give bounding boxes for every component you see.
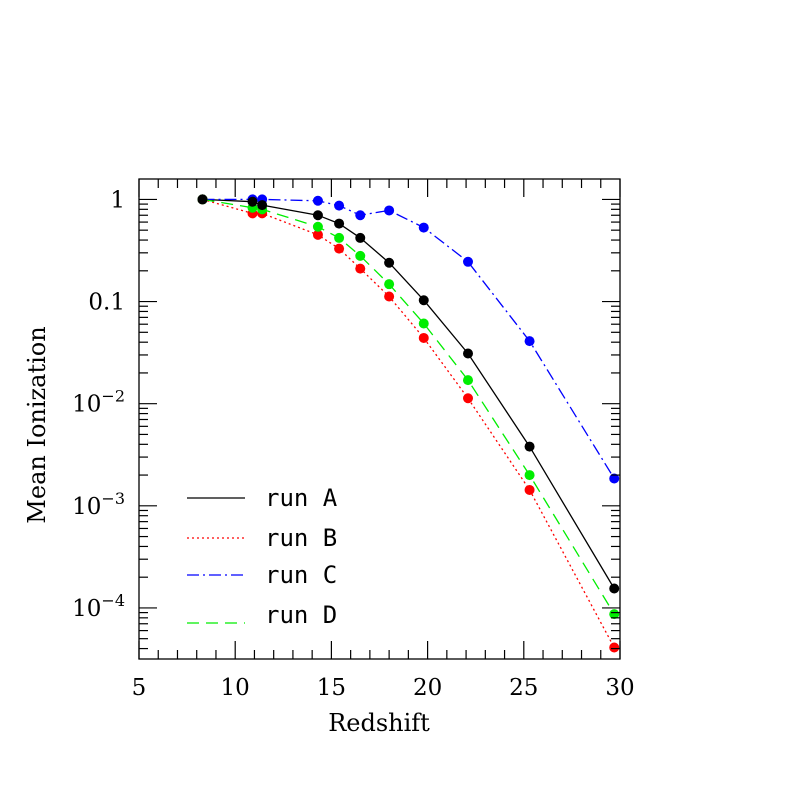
series-1-point [312, 210, 323, 221]
series-1-point [384, 257, 395, 268]
x-tick-label: 30 [605, 675, 634, 701]
series-1-point [609, 583, 620, 594]
series-2-point [609, 642, 620, 653]
series-1-point [524, 441, 535, 452]
y-axis-label: Mean Ionization [23, 326, 51, 523]
series-1-point [197, 194, 208, 205]
series-4-point [463, 375, 474, 386]
y-tick-base: 10 [72, 392, 101, 418]
series-2-point [384, 291, 395, 302]
series-1-point [355, 232, 366, 243]
series-1-point [463, 348, 474, 359]
series-4-point [355, 250, 366, 261]
series-4-point [418, 318, 429, 329]
series-3-point [418, 222, 429, 233]
x-tick-label: 20 [413, 675, 442, 701]
x-tick-label: 5 [132, 675, 147, 701]
y-tick-exponent: −2 [101, 387, 125, 406]
y-tick-label: 10−4 [72, 591, 125, 622]
series-2-point [463, 393, 474, 404]
series-2-point [524, 484, 535, 495]
series-2-point [355, 263, 366, 274]
series-3-point [355, 210, 366, 221]
series-1-point [247, 196, 258, 207]
series-1-point [418, 295, 429, 306]
legend-label-4: run D [265, 601, 337, 629]
plot-frame [138, 178, 621, 660]
series-3-point [463, 256, 474, 267]
x-tick-label: 15 [317, 675, 346, 701]
y-tick-base: 10 [72, 494, 101, 520]
legend-label-3: run C [265, 561, 337, 589]
y-tick-label: 10−2 [72, 387, 125, 418]
series-3-point [384, 205, 395, 216]
y-tick-label: 10−3 [72, 489, 125, 520]
y-tick-exponent: −4 [101, 591, 125, 610]
y-tick-base: 10 [72, 596, 101, 622]
y-tick-base: 1 [110, 187, 125, 213]
plot-area [197, 194, 620, 653]
y-tick-base: 0.1 [88, 290, 125, 316]
series-3-point [312, 195, 323, 206]
series-2-point [334, 243, 345, 254]
x-axis-label: Redshift [328, 709, 430, 737]
series-3-point [524, 336, 535, 347]
y-tick-label: 0.1 [88, 290, 125, 316]
x-tick-label: 10 [221, 675, 250, 701]
series-4-point [524, 470, 535, 481]
legend-label-1: run A [265, 484, 338, 512]
series-4-point [384, 279, 395, 290]
series-3-point [334, 200, 345, 211]
series-line-3 [202, 198, 615, 479]
series-1-point [334, 218, 345, 229]
legend-label-2: run B [265, 524, 337, 552]
series-4-point [334, 232, 345, 243]
x-tick-label: 25 [509, 675, 538, 701]
legend: run A run B run C run D [187, 484, 338, 629]
y-tick-label: 1 [110, 187, 125, 213]
series-2-point [418, 332, 429, 343]
series-4-point [312, 221, 323, 232]
y-tick-exponent: −3 [101, 489, 125, 508]
series-4-point [609, 609, 620, 620]
series-3-point [609, 473, 620, 484]
series-1-point [257, 200, 268, 211]
series-2-point [312, 229, 323, 240]
